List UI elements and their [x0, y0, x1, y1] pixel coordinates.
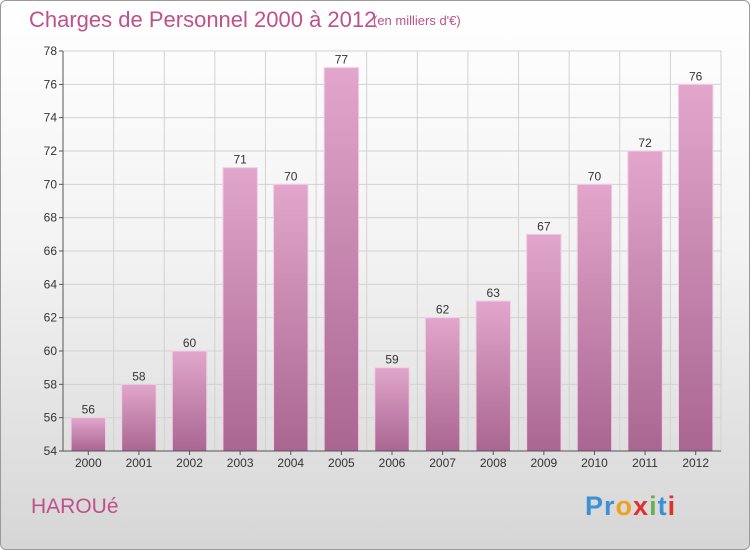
x-tick-label-2004: 2004: [277, 456, 304, 470]
labels: 54 56 58 60 62 64 66 68 70 72 74 76 78 56 2000 58 2001 60…: [44, 44, 710, 470]
data-label-2011: 72: [638, 136, 652, 150]
data-label-2010: 70: [588, 169, 602, 183]
bar-2008: [475, 300, 511, 452]
y-tick-label: 70: [44, 177, 58, 191]
y-tick-label: 72: [44, 144, 58, 158]
bar-2006: [374, 367, 410, 452]
x-tick-label-2009: 2009: [530, 456, 557, 470]
data-label-2002: 60: [183, 336, 197, 350]
x-tick-label-2002: 2002: [176, 456, 203, 470]
y-tick-label: 56: [44, 411, 58, 425]
x-tick-label-2003: 2003: [227, 456, 254, 470]
logo-letter: r: [604, 491, 616, 521]
y-tick-label: 74: [44, 111, 58, 125]
y-tick-label: 76: [44, 77, 58, 91]
data-label-2005: 77: [335, 53, 349, 67]
x-tick-label-2000: 2000: [75, 456, 102, 470]
bar-2000: [70, 417, 107, 452]
x-tick-label-2006: 2006: [379, 456, 406, 470]
commune-name: HAROUé: [31, 495, 119, 518]
bar-2004: [273, 183, 309, 452]
bar-2005: [323, 67, 360, 452]
bars: [70, 67, 714, 452]
x-tick-label-2007: 2007: [429, 456, 456, 470]
data-label-2007: 62: [436, 303, 450, 317]
logo-letter: P: [585, 491, 605, 521]
bar-2002: [171, 350, 208, 452]
y-tick-label: 54: [44, 444, 58, 458]
axes: [59, 50, 721, 455]
proxiti-logo: Proxiti: [585, 491, 676, 522]
logo-letter: i: [667, 491, 677, 521]
y-tick-label: 66: [44, 244, 58, 258]
logo-letter: t: [657, 491, 668, 521]
logo-letter: x: [633, 491, 650, 521]
bar-2003: [222, 167, 258, 452]
x-tick-label-2011: 2011: [632, 456, 658, 470]
logo-letter: i: [649, 491, 658, 521]
chart-subtitle: (en milliers d'€): [373, 13, 461, 28]
x-tick-label-2001: 2001: [126, 456, 153, 470]
bar-2009: [526, 233, 562, 452]
y-tick-label: 68: [44, 211, 58, 225]
bar-2007: [424, 317, 461, 452]
chart-title: Charges de Personnel 2000 à 2012: [29, 7, 377, 32]
y-tick-label: 62: [44, 311, 58, 325]
logo-letter: o: [615, 491, 634, 521]
data-label-2004: 70: [284, 169, 298, 183]
y-tick-label: 58: [44, 377, 58, 391]
data-label-2001: 58: [132, 369, 146, 383]
bar-2001: [121, 383, 157, 452]
bar-2011: [627, 150, 663, 452]
y-tick-label: 64: [44, 277, 58, 291]
data-label-2012: 76: [689, 69, 703, 83]
data-label-2003: 71: [233, 153, 247, 167]
bar-2010: [576, 183, 613, 452]
data-label-2009: 67: [537, 219, 551, 233]
y-tick-label: 78: [44, 44, 58, 58]
data-label-2008: 63: [487, 286, 501, 300]
x-tick-label-2008: 2008: [480, 456, 507, 470]
y-tick-label: 60: [44, 344, 58, 358]
x-tick-label-2012: 2012: [682, 456, 709, 470]
x-tick-label-2005: 2005: [328, 456, 355, 470]
x-tick-label-2010: 2010: [581, 456, 608, 470]
bar-2012: [677, 83, 714, 452]
data-label-2006: 59: [385, 353, 399, 367]
data-label-2000: 56: [82, 403, 96, 417]
